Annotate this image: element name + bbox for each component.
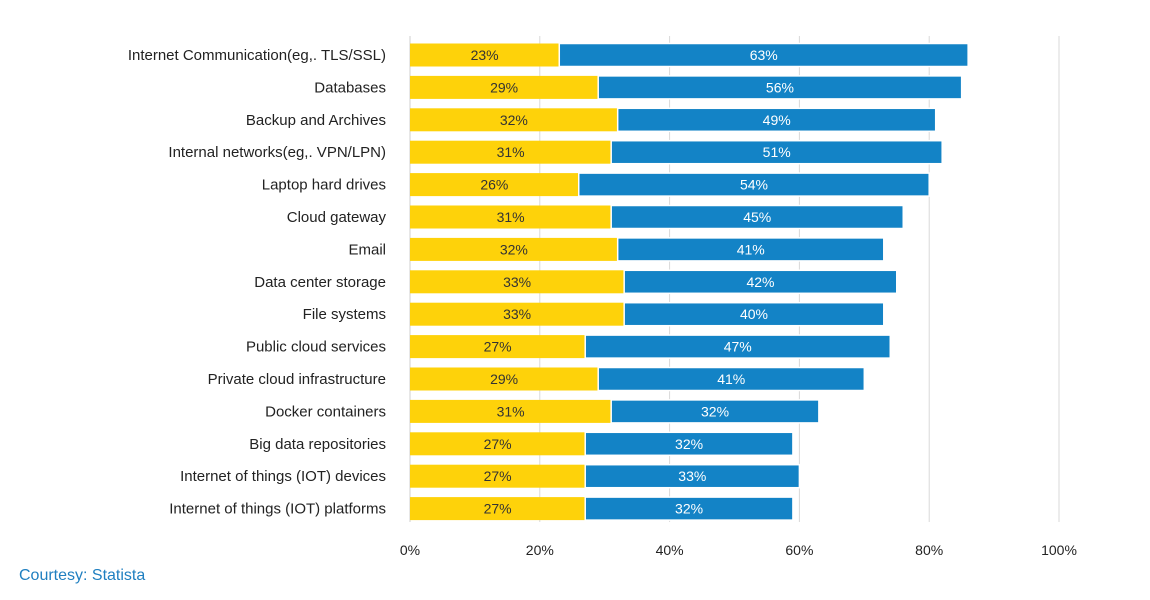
- value-label: 31%: [497, 209, 525, 225]
- category-label: Private cloud infrastructure: [208, 371, 386, 388]
- value-label: 32%: [500, 241, 528, 257]
- x-tick-label: 20%: [526, 542, 554, 558]
- bar-segment-series-2: [623, 269, 898, 295]
- value-label: 29%: [490, 79, 518, 95]
- bar-segment-series-1: [410, 270, 625, 294]
- value-label: 49%: [763, 112, 791, 128]
- x-tick-label: 60%: [785, 542, 813, 558]
- value-label: 26%: [480, 177, 508, 193]
- bar-segment-series-2: [597, 75, 963, 100]
- bar-segment-series-1: [410, 173, 579, 197]
- value-label: 40%: [740, 306, 768, 322]
- bar-segment-series-1: [410, 399, 612, 423]
- bar-segment-series-1: [410, 464, 586, 488]
- value-label: 32%: [675, 501, 703, 517]
- value-label: 23%: [471, 47, 499, 63]
- value-label: 33%: [503, 306, 531, 322]
- value-label: 63%: [750, 47, 778, 63]
- category-label: File systems: [303, 306, 386, 323]
- value-label: 31%: [497, 144, 525, 160]
- value-label: 56%: [766, 79, 794, 95]
- category-label: Laptop hard drives: [262, 177, 386, 194]
- value-label: 29%: [490, 371, 518, 387]
- category-label: Public cloud services: [246, 339, 386, 356]
- value-label: 32%: [675, 436, 703, 452]
- bar-segment-series-2: [610, 139, 943, 165]
- bar-segment-series-2: [616, 107, 937, 133]
- x-tick-label: 40%: [656, 542, 684, 558]
- value-label: 51%: [763, 144, 791, 160]
- value-label: 33%: [503, 274, 531, 290]
- value-label: 27%: [484, 501, 512, 517]
- category-label: Internal networks(eg,. VPN/LPN): [168, 144, 386, 161]
- bar-segment-series-1: [410, 75, 599, 99]
- value-label: 47%: [724, 339, 752, 355]
- value-label: 33%: [678, 468, 706, 484]
- category-label: Internet of things (IOT) platforms: [169, 501, 386, 518]
- category-label: Cloud gateway: [287, 209, 387, 226]
- bar-segment-series-2: [610, 204, 904, 230]
- value-label: 27%: [484, 339, 512, 355]
- x-tick-label: 0%: [400, 542, 420, 558]
- bar-segment-series-2: [597, 366, 866, 392]
- value-label: 32%: [500, 112, 528, 128]
- bar-segment-series-2: [584, 463, 801, 489]
- value-label: 42%: [746, 274, 774, 290]
- bar-segment-series-1: [410, 497, 586, 521]
- bar-segment-series-1: [410, 205, 612, 229]
- bar-segment-series-2: [584, 496, 794, 521]
- bar-segment-series-1: [410, 432, 586, 456]
- category-label: Docker containers: [265, 403, 386, 420]
- category-label: Big data repositories: [249, 436, 386, 453]
- bar-segment-series-1: [410, 367, 599, 391]
- bar-segment-series-1: [410, 43, 560, 67]
- bar-segment-series-2: [558, 42, 969, 68]
- value-label: 31%: [497, 403, 525, 419]
- bar-segment-series-2: [577, 172, 930, 197]
- x-tick-label: 80%: [915, 542, 943, 558]
- value-label: 54%: [740, 177, 768, 193]
- value-label: 27%: [484, 436, 512, 452]
- value-label: 41%: [737, 241, 765, 257]
- category-label: Data center storage: [254, 274, 386, 291]
- bar-segment-series-1: [410, 108, 618, 132]
- x-tick-label: 100%: [1041, 542, 1077, 558]
- bar-segment-series-2: [616, 237, 885, 262]
- courtesy-credit: Courtesy: Statista: [19, 567, 146, 584]
- category-label: Backup and Archives: [246, 112, 386, 129]
- bar-segment-series-1: [410, 237, 618, 261]
- bar-segment-series-2: [623, 301, 885, 327]
- bar-segment-series-1: [410, 140, 612, 164]
- category-label: Databases: [314, 79, 386, 96]
- category-label: Internet of things (IOT) devices: [180, 468, 386, 485]
- bar-segment-series-2: [610, 399, 820, 424]
- bar-segment-series-2: [584, 334, 892, 359]
- value-label: 27%: [484, 468, 512, 484]
- value-label: 41%: [717, 371, 745, 387]
- value-label: 32%: [701, 403, 729, 419]
- category-label: Email: [348, 241, 386, 258]
- bar-segment-series-1: [410, 302, 625, 326]
- category-label: Internet Communication(eg,. TLS/SSL): [128, 47, 386, 64]
- value-label: 45%: [743, 209, 771, 225]
- bar-segment-series-1: [410, 335, 586, 359]
- bar-segment-series-2: [584, 431, 794, 457]
